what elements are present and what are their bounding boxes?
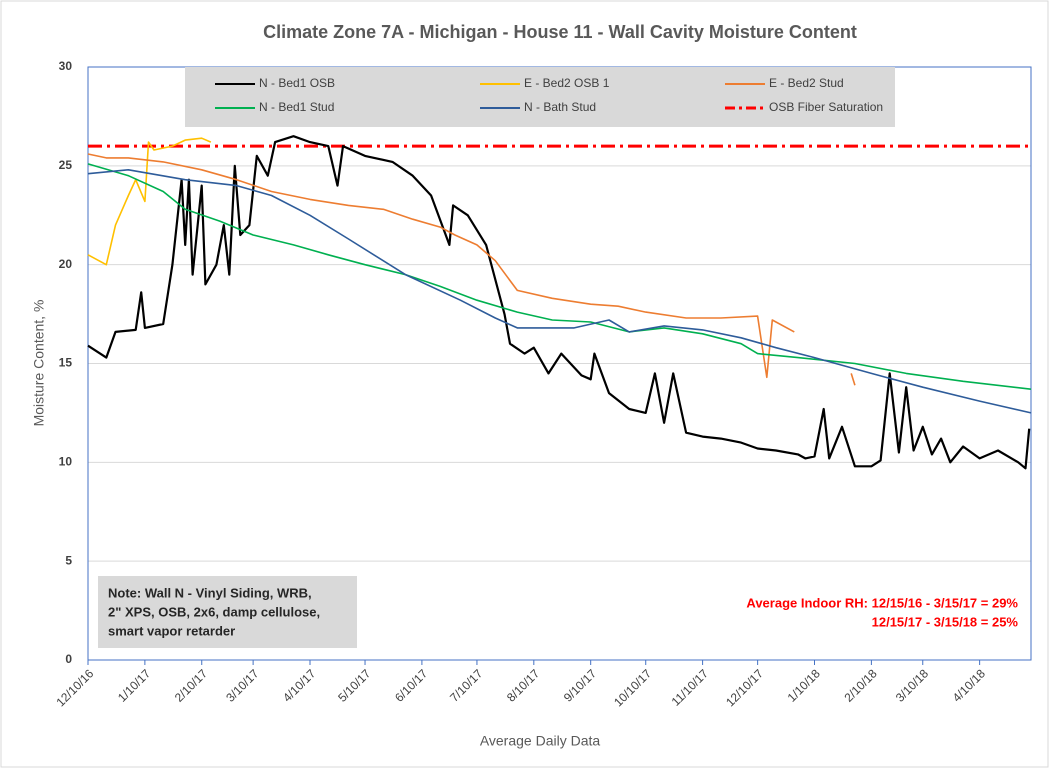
- y-tick-label: 20: [59, 257, 73, 271]
- note-text: smart vapor retarder: [108, 623, 235, 638]
- legend-label: N - Bath Stud: [524, 100, 596, 114]
- series-line: [87, 137, 212, 266]
- y-tick-label: 15: [59, 356, 73, 370]
- legend-box: [185, 67, 895, 127]
- y-tick-label: 10: [59, 455, 73, 469]
- note-box: [98, 576, 357, 648]
- rh-annotation: 12/15/17 - 3/15/18 = 25%: [872, 614, 1019, 629]
- rh-annotation: Average Indoor RH: 12/15/16 - 3/15/17 = …: [746, 595, 1018, 610]
- y-tick-label: 25: [59, 158, 73, 172]
- legend-label: E - Bed2 OSB 1: [524, 76, 610, 90]
- y-tick-label: 30: [59, 59, 73, 73]
- series-line: [87, 169, 1032, 414]
- chart-title: Climate Zone 7A - Michigan - House 11 - …: [263, 22, 857, 42]
- legend-label: N - Bed1 OSB: [259, 76, 335, 90]
- series-line: [87, 163, 1032, 390]
- series-line: [87, 135, 1031, 470]
- legend-label: OSB Fiber Saturation: [769, 100, 883, 114]
- series-line: [87, 153, 856, 386]
- y-tick-label: 5: [65, 553, 72, 567]
- legend-label: E - Bed2 Stud: [769, 76, 844, 90]
- note-text: Note: Wall N - Vinyl Siding, WRB,: [108, 585, 312, 600]
- x-axis-label: Average Daily Data: [480, 733, 601, 749]
- y-axis-label: Moisture Content, %: [31, 300, 47, 427]
- note-text: 2" XPS, OSB, 2x6, damp cellulose,: [108, 604, 320, 619]
- y-tick-label: 0: [65, 652, 72, 666]
- legend-label: N - Bed1 Stud: [259, 100, 334, 114]
